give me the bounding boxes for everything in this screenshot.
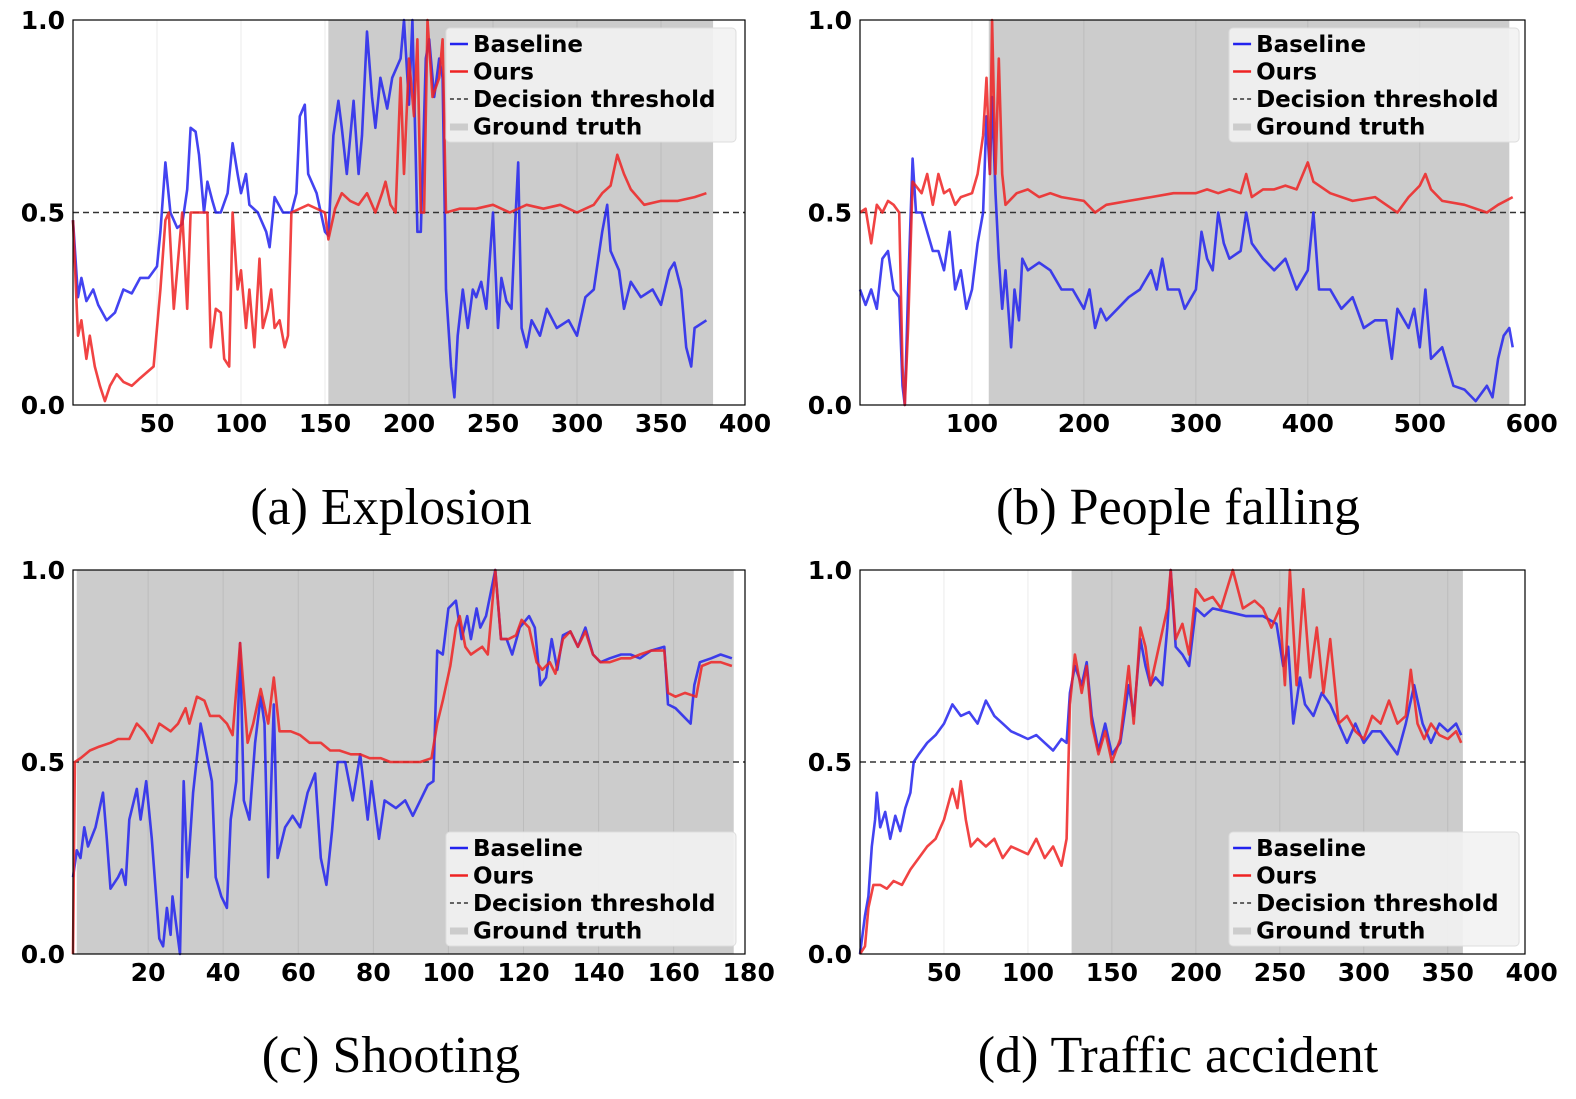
axes-frame xyxy=(859,19,1526,406)
legend-label: Baseline xyxy=(1256,32,1366,58)
x-tick-label: 100 xyxy=(1002,958,1054,987)
legend-label: Ground truth xyxy=(473,115,642,141)
x-tick-label: 60 xyxy=(281,958,316,987)
x-tick-label: 250 xyxy=(467,409,519,438)
y-tick-label: 0.5 xyxy=(808,199,852,228)
caption-c: (c) Shooting xyxy=(261,1027,521,1084)
y-tick-label: 0.0 xyxy=(21,391,65,420)
y-tick-label: 0.5 xyxy=(21,199,65,228)
legend-swatch-ground-truth xyxy=(449,927,468,935)
x-tick-label: 600 xyxy=(1506,409,1558,438)
x-tick-label: 250 xyxy=(1254,958,1306,987)
legend-box xyxy=(1228,831,1520,947)
x-tick-label: 180 xyxy=(723,958,775,987)
legend-label: Ours xyxy=(473,60,534,86)
y-tick-label: 1.0 xyxy=(21,6,65,35)
legend-label: Decision threshold xyxy=(1256,891,1499,917)
legend-label: Baseline xyxy=(473,836,583,862)
axes-frame xyxy=(859,569,1526,955)
x-tick-label: 400 xyxy=(1282,409,1334,438)
legend-label: Decision threshold xyxy=(473,87,715,113)
series-line-baseline xyxy=(71,18,708,399)
y-tick-label: 1.0 xyxy=(808,556,852,585)
x-tick-label: 300 xyxy=(1170,409,1222,438)
legend-box xyxy=(445,27,737,143)
series-line-ours xyxy=(71,18,707,403)
legend-label: Ours xyxy=(1256,60,1317,86)
axes-frame xyxy=(72,19,746,406)
x-tick-label: 350 xyxy=(1422,958,1474,987)
x-tick-label: 100 xyxy=(946,409,998,438)
legend-swatch-ground-truth xyxy=(1233,123,1252,131)
x-tick-label: 80 xyxy=(356,958,391,987)
x-tick-label: 160 xyxy=(648,958,700,987)
x-tick-label: 20 xyxy=(131,958,166,987)
x-tick-label: 100 xyxy=(215,409,267,438)
x-tick-label: 50 xyxy=(140,409,175,438)
subplot-b: 100 200 300 400 500 600 0.0 0.5 1.0 BaselineOursD… xyxy=(808,6,1558,438)
legend-label: Decision threshold xyxy=(473,891,715,917)
x-tick-label: 400 xyxy=(719,409,771,438)
legend-label: Ground truth xyxy=(1256,919,1425,945)
axes-frame xyxy=(72,569,746,955)
x-tick-label: 400 xyxy=(1506,958,1558,987)
x-tick-label: 350 xyxy=(635,409,687,438)
x-tick-label: 120 xyxy=(497,958,549,987)
x-tick-label: 200 xyxy=(383,409,435,438)
y-tick-label: 0.0 xyxy=(808,391,852,420)
legend-label: Ground truth xyxy=(1256,115,1425,141)
y-tick-label: 0.5 xyxy=(808,748,852,777)
subplot-a: 50 100 150 200 250 300 350 400 0.0 0.5 1.0 Baseline… xyxy=(21,6,771,438)
caption-b: (b) People falling xyxy=(996,479,1360,536)
legend-box xyxy=(1228,27,1520,143)
x-tick-label: 500 xyxy=(1394,409,1446,438)
y-tick-label: 0.5 xyxy=(21,748,65,777)
x-tick-label: 150 xyxy=(1086,958,1138,987)
series-line-baseline xyxy=(858,568,1463,955)
caption-d: (d) Traffic accident xyxy=(977,1027,1379,1084)
legend-label: Baseline xyxy=(473,32,583,58)
series-line-ours xyxy=(859,18,1514,407)
x-tick-label: 100 xyxy=(422,958,474,987)
y-tick-label: 0.0 xyxy=(21,940,65,969)
series-line-ours xyxy=(858,568,1463,955)
legend-label: Baseline xyxy=(1256,836,1366,862)
legend-swatch-ground-truth xyxy=(449,123,468,131)
legend-label: Ours xyxy=(473,864,534,890)
legend-label: Decision threshold xyxy=(1256,87,1499,113)
y-tick-label: 1.0 xyxy=(21,556,65,585)
x-tick-label: 200 xyxy=(1170,958,1222,987)
x-tick-label: 150 xyxy=(299,409,351,438)
x-tick-label: 300 xyxy=(551,409,603,438)
x-tick-label: 300 xyxy=(1338,958,1390,987)
legend-label: Ground truth xyxy=(473,919,642,945)
x-tick-label: 40 xyxy=(206,958,241,987)
subplot-c: 20 40 60 80 100 120 140 160 180 0.0 0.5 1.0 Baseline… xyxy=(21,556,775,987)
series-line-ours xyxy=(71,568,733,955)
y-tick-label: 1.0 xyxy=(808,6,852,35)
legend-label: Ours xyxy=(1256,864,1317,890)
series-line-baseline xyxy=(858,95,1514,407)
caption-a: (a) Explosion xyxy=(250,479,532,536)
x-tick-label: 50 xyxy=(927,958,962,987)
legend-box xyxy=(445,831,737,947)
y-tick-label: 0.0 xyxy=(808,940,852,969)
legend-swatch-ground-truth xyxy=(1233,927,1252,935)
subplot-d: 50 100 150 200 250 300 350 400 0.0 0.5 1.0 Baseline… xyxy=(808,556,1558,987)
x-tick-label: 140 xyxy=(572,958,624,987)
x-tick-label: 200 xyxy=(1058,409,1110,438)
